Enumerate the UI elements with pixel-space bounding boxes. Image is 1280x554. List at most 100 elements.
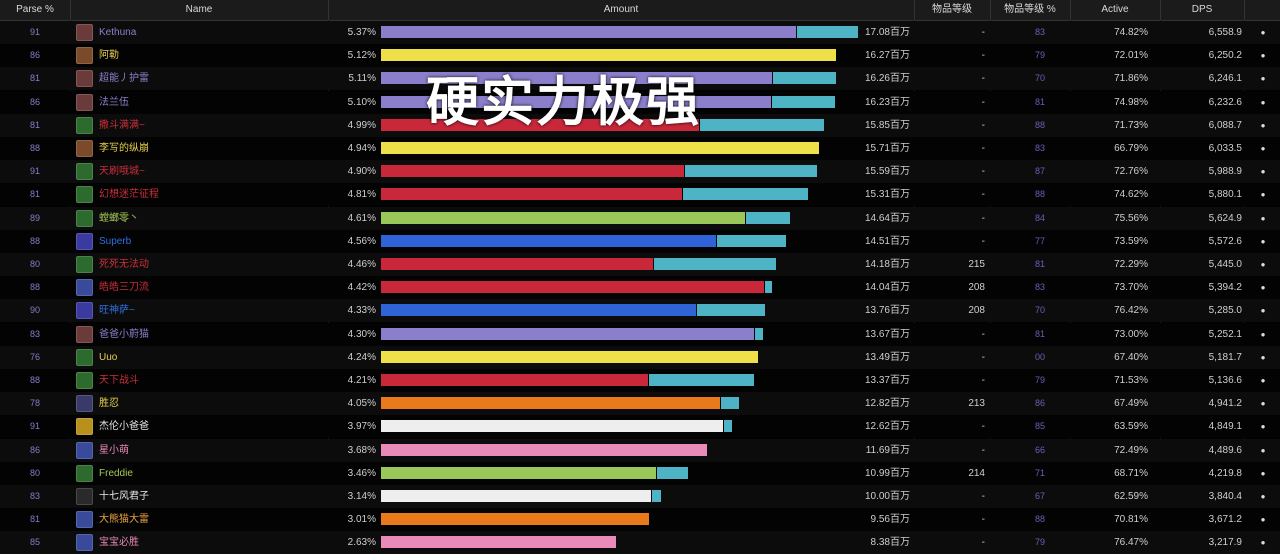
amount-bar-primary xyxy=(381,211,745,224)
amount-bar-secondary xyxy=(697,304,765,317)
warlock-icon xyxy=(76,70,93,88)
player-name-link[interactable]: Kethuna xyxy=(99,27,137,38)
row-menu-icon[interactable]: ● xyxy=(1260,74,1266,84)
row-menu-icon[interactable]: ● xyxy=(1260,352,1266,362)
row-menu-icon[interactable]: ● xyxy=(1260,97,1266,107)
row-menu-icon[interactable]: ● xyxy=(1260,399,1266,409)
row-menu-icon[interactable]: ● xyxy=(1260,236,1266,246)
table-row[interactable]: 81 大熊猫大雷 3.01% 9.56百万 - 88 70.81% 3,671.2 ● xyxy=(0,508,1280,532)
amount-bar-primary xyxy=(381,72,772,85)
amount-percent: 4.61% xyxy=(347,212,376,224)
player-name-link[interactable]: 大熊猫大雷 xyxy=(99,514,149,526)
player-name-link[interactable]: 超能丿护雷 xyxy=(99,73,149,85)
table-row[interactable]: 86 法兰伍 5.10% 16.23百万 - 81 74.98% 6,232.6 ● xyxy=(0,90,1280,114)
item-level-percent: 70 xyxy=(1034,73,1045,84)
amount-value: 10.00百万 xyxy=(864,491,910,502)
player-name-link[interactable]: 死死无法动 xyxy=(99,259,149,270)
player-name-link[interactable]: 天下战斗 xyxy=(99,375,139,386)
table-row[interactable]: 85 宝宝必胜 2.63% 8.38百万 - 79 76.47% 3,217.9 ● xyxy=(0,531,1280,554)
table-row[interactable]: 81 幻想迷茫征程 4.81% 15.31百万 - 88 74.62% 5,880.1 ● xyxy=(0,183,1280,207)
header-dps[interactable]: DPS xyxy=(1191,4,1213,15)
player-name-link[interactable]: 皓皓三刀流 xyxy=(99,282,149,294)
player-name-link[interactable]: 阿勒 xyxy=(99,50,119,62)
amount-bar-primary xyxy=(381,420,723,433)
row-menu-icon[interactable]: ● xyxy=(1260,329,1266,339)
row-menu-icon[interactable]: ● xyxy=(1260,167,1266,177)
row-menu-icon[interactable]: ● xyxy=(1260,28,1266,37)
row-menu-icon[interactable]: ● xyxy=(1260,283,1266,293)
player-name-link[interactable]: 李写的纵崩 xyxy=(99,143,149,154)
table-row[interactable]: 86 阿勒 5.12% 16.27百万 - 79 72.01% 6,250.2 ● xyxy=(0,44,1280,68)
row-menu-icon[interactable]: ● xyxy=(1260,213,1266,223)
table-row[interactable]: 83 十七风君子 3.14% 10.00百万 - 67 62.59% 3,840.4 ● xyxy=(0,485,1280,508)
amount-percent: 4.42% xyxy=(347,282,376,294)
row-menu-icon[interactable]: ● xyxy=(1260,306,1266,316)
player-name-link[interactable]: Freddie xyxy=(99,467,133,479)
row-menu-icon[interactable]: ● xyxy=(1260,492,1266,501)
table-row[interactable]: 81 超能丿护雷 5.11% 16.26百万 - 70 71.86% 6,246.1 ● xyxy=(0,67,1280,91)
player-name-link[interactable]: 杰伦小爸爸 xyxy=(99,421,149,433)
table-row[interactable]: 91 Kethuna 5.37% 17.08百万 - 83 74.82% 6,558.9 ● xyxy=(0,21,1280,44)
table-row[interactable]: 91 天刷哦城~ 4.90% 15.59百万 - 87 72.76% 5,988.9 ● xyxy=(0,160,1280,184)
table-row[interactable]: 83 爸爸小蔚猫 4.30% 13.67百万 - 81 73.00% 5,252.1 ● xyxy=(0,322,1280,346)
amount-bar-primary xyxy=(381,327,754,340)
header-item-level[interactable]: 物品等级 xyxy=(932,4,972,15)
row-menu-icon[interactable]: ● xyxy=(1260,190,1266,200)
table-row[interactable]: 89 螳螂零丶 4.61% 14.64百万 - 84 75.56% 5,624.9 ● xyxy=(0,206,1280,230)
dk-icon xyxy=(76,186,93,204)
table-row[interactable]: 90 旺神萨~ 4.33% 13.76百万 208 70 76.42% 5,285.0 ● xyxy=(0,299,1280,323)
row-menu-icon[interactable]: ● xyxy=(1260,120,1266,130)
row-menu-icon[interactable]: ● xyxy=(1260,538,1266,548)
player-name-link[interactable]: 幻想迷茫征程 xyxy=(99,189,159,201)
table-row[interactable]: 76 Uuo 4.24% 13.49百万 - 00 67.40% 5,181.7 ● xyxy=(0,345,1280,369)
row-menu-icon[interactable]: ● xyxy=(1260,468,1266,478)
row-menu-icon[interactable]: ● xyxy=(1260,376,1266,385)
table-row[interactable]: 80 Freddie 3.46% 10.99百万 214 71 68.71% 4,219.8 ● xyxy=(0,461,1280,485)
row-menu-icon[interactable]: ● xyxy=(1260,515,1266,525)
player-name-link[interactable]: Superb xyxy=(99,235,132,247)
hunter-icon xyxy=(76,209,93,227)
player-name-link[interactable]: 十七风君子 xyxy=(99,491,149,502)
player-name-link[interactable]: 螳螂零丶 xyxy=(99,212,139,224)
header-name[interactable]: Name xyxy=(185,4,213,15)
dps-value: 5,136.6 xyxy=(1208,375,1242,386)
table-row[interactable]: 81 撒斗满满~ 4.99% 15.85百万 - 88 71.73% 6,088.7 ● xyxy=(0,113,1280,137)
active-percent: 66.79% xyxy=(1114,143,1148,154)
row-menu-icon[interactable]: ● xyxy=(1260,144,1266,153)
row-menu-icon[interactable]: ● xyxy=(1260,445,1266,455)
player-name-link[interactable]: Uuo xyxy=(99,351,118,363)
player-name-link[interactable]: 撒斗满满~ xyxy=(99,119,145,131)
amount-bar-secondary xyxy=(746,211,790,224)
row-menu-icon[interactable]: ● xyxy=(1260,260,1266,269)
active-percent: 73.70% xyxy=(1114,282,1148,294)
player-name-link[interactable]: 爸爸小蔚猫 xyxy=(99,328,149,340)
table-row[interactable]: 88 皓皓三刀流 4.42% 14.04百万 208 83 73.70% 5,394.2 ● xyxy=(0,276,1280,300)
header-amount[interactable]: Amount xyxy=(603,4,639,15)
player-name-link[interactable]: 宝宝必胜 xyxy=(99,537,139,549)
dps-value: 4,849.1 xyxy=(1208,421,1242,433)
player-name-link[interactable]: 胜忍 xyxy=(99,398,119,410)
table-row[interactable]: 88 Superb 4.56% 14.51百万 - 77 73.59% 5,572.6 ● xyxy=(0,229,1280,253)
item-level-percent: 87 xyxy=(1034,166,1045,177)
row-menu-icon[interactable]: ● xyxy=(1260,422,1266,432)
header-item-level-pct[interactable]: 物品等级 % xyxy=(1004,4,1056,15)
player-name-link[interactable]: 旺神萨~ xyxy=(99,305,135,317)
item-level: 214 xyxy=(968,467,985,479)
item-level-percent: 86 xyxy=(1034,398,1045,409)
player-name-link[interactable]: 天刷哦城~ xyxy=(99,166,145,178)
amount-bar-primary xyxy=(381,142,819,154)
item-level-percent: 84 xyxy=(1034,212,1045,223)
table-row[interactable]: 88 天下战斗 4.21% 13.37百万 - 79 71.53% 5,136.6 ● xyxy=(0,369,1280,392)
player-name-link[interactable]: 星小萌 xyxy=(99,444,129,456)
table-row[interactable]: 88 李写的纵崩 4.94% 15.71百万 - 83 66.79% 6,033.5 ● xyxy=(0,137,1280,160)
amount-bar-secondary xyxy=(652,490,661,502)
table-row[interactable]: 86 星小萌 3.68% 11.69百万 - 66 72.49% 4,489.6 ● xyxy=(0,438,1280,462)
player-name-link[interactable]: 法兰伍 xyxy=(99,96,129,108)
row-menu-icon[interactable]: ● xyxy=(1260,51,1266,61)
table-row[interactable]: 78 胜忍 4.05% 12.82百万 213 86 67.49% 4,941.2 ● xyxy=(0,392,1280,416)
header-active[interactable]: Active xyxy=(1101,4,1129,15)
table-row[interactable]: 91 杰伦小爸爸 3.97% 12.62百万 - 85 63.59% 4,849.1 ● xyxy=(0,415,1280,439)
table-row[interactable]: 80 死死无法动 4.46% 14.18百万 215 81 72.29% 5,445.0 ● xyxy=(0,253,1280,276)
header-parse[interactable]: Parse % xyxy=(16,4,54,15)
amount-bar-secondary xyxy=(797,26,858,38)
